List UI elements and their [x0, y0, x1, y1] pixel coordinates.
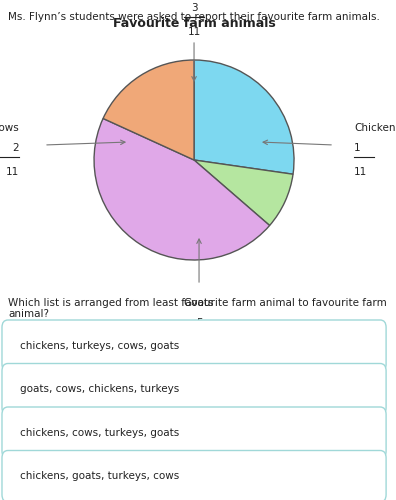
Title: Favourite farm animals: Favourite farm animals [113, 16, 275, 30]
Wedge shape [103, 60, 194, 160]
Wedge shape [194, 60, 294, 174]
Text: 2: 2 [12, 143, 19, 153]
Text: chickens, turkeys, cows, goats: chickens, turkeys, cows, goats [20, 341, 179, 351]
Text: 11: 11 [187, 27, 201, 37]
Text: Chickens: Chickens [354, 123, 396, 133]
Text: Goats: Goats [184, 298, 214, 308]
Text: 5: 5 [196, 318, 202, 328]
Text: 1: 1 [354, 143, 361, 153]
Text: 11: 11 [6, 167, 19, 177]
Wedge shape [194, 160, 293, 226]
Text: 3: 3 [191, 3, 197, 13]
Text: 11: 11 [192, 342, 206, 352]
Wedge shape [94, 118, 270, 260]
Text: chickens, goats, turkeys, cows: chickens, goats, turkeys, cows [20, 471, 179, 481]
Text: Which list is arranged from least favourite farm animal to favourite farm animal: Which list is arranged from least favour… [8, 298, 386, 319]
Text: goats, cows, chickens, turkeys: goats, cows, chickens, turkeys [20, 384, 179, 394]
Text: 11: 11 [354, 167, 367, 177]
Text: chickens, cows, turkeys, goats: chickens, cows, turkeys, goats [20, 428, 179, 438]
Text: Ms. Flynn’s students were asked to report their favourite farm animals.: Ms. Flynn’s students were asked to repor… [8, 12, 380, 22]
Text: Cows: Cows [0, 123, 19, 133]
